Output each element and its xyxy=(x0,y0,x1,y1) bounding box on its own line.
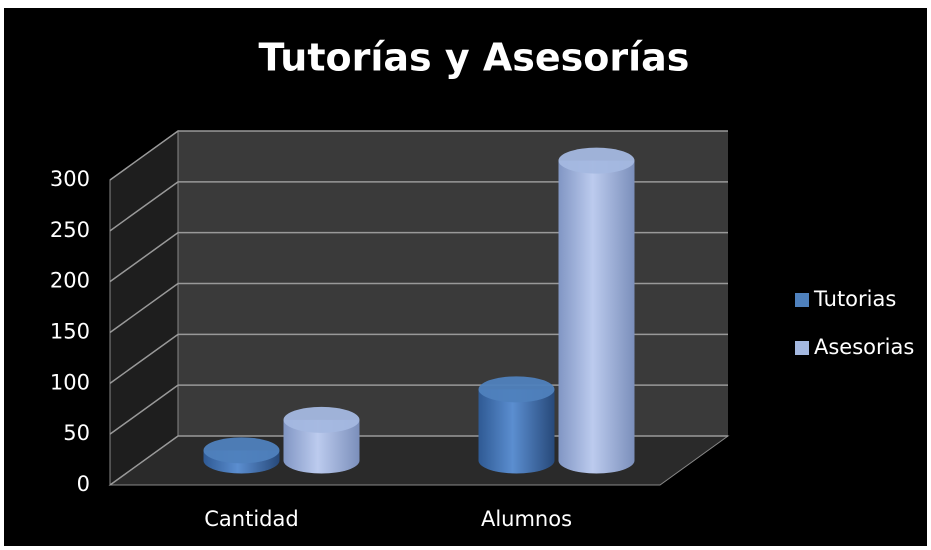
y-tick-label: 300 xyxy=(50,167,90,191)
bar xyxy=(203,437,280,474)
y-tick-label: 100 xyxy=(50,370,90,394)
bar-body xyxy=(478,389,555,474)
x-tick-label: Cantidad xyxy=(204,507,298,531)
bar-top xyxy=(203,437,280,464)
legend-swatch xyxy=(795,341,809,355)
chart-title: Tutorías y Asesorías xyxy=(259,36,690,80)
bar-body xyxy=(283,419,360,474)
bar xyxy=(478,376,555,474)
grid-line xyxy=(109,231,728,283)
y-tick-label: 150 xyxy=(50,320,90,344)
bar xyxy=(558,147,635,474)
bar-top xyxy=(558,147,635,174)
bar-top xyxy=(478,376,555,403)
y-tick-label: 250 xyxy=(50,218,90,242)
grid-line xyxy=(109,181,728,232)
grid-line xyxy=(109,333,728,384)
bar-body xyxy=(558,160,635,474)
x-tick-label: Alumnos xyxy=(481,507,572,531)
legend-swatch xyxy=(795,293,809,307)
y-tick-label: 0 xyxy=(77,472,90,496)
bar-top xyxy=(283,406,360,433)
legend-label: Asesorias xyxy=(814,335,914,359)
y-tick-label: 50 xyxy=(63,421,90,445)
grid-line xyxy=(109,130,728,181)
legend-label: Tutorias xyxy=(813,287,896,311)
bar xyxy=(283,406,360,474)
floor xyxy=(108,435,730,486)
y-tick-label: 200 xyxy=(50,269,90,293)
grid-line xyxy=(109,282,728,334)
